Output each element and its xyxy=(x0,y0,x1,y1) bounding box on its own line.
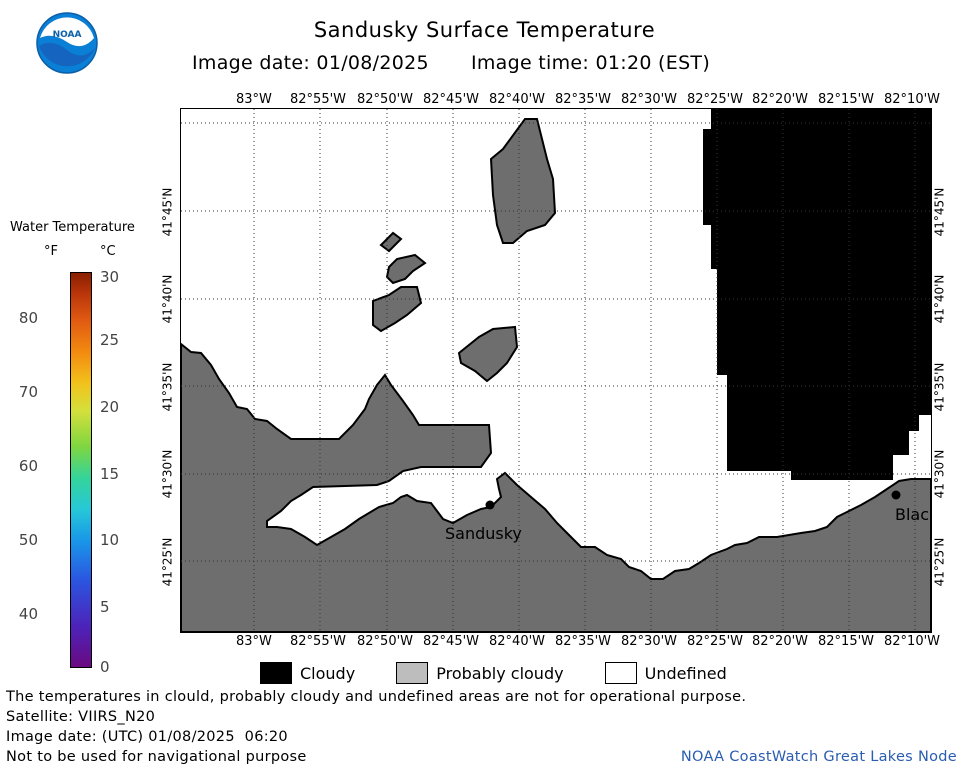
lat-label-left: 41°30'N xyxy=(160,449,175,499)
legend-swatch-cloudy xyxy=(260,662,292,684)
lon-label-top: 82°20'W xyxy=(752,92,809,107)
lat-label-right: 41°45'N xyxy=(932,187,947,237)
tick-f-70: 70 xyxy=(18,383,38,401)
island-small-1 xyxy=(379,231,403,253)
tick-c-15: 15 xyxy=(100,465,120,483)
city-label-sandusky: Sandusky xyxy=(445,524,522,543)
tick-f-40: 40 xyxy=(18,605,38,623)
lon-label-top: 82°30'W xyxy=(621,92,678,107)
lon-label-bottom: 82°25'W xyxy=(687,634,744,649)
tick-f-80: 80 xyxy=(18,309,38,327)
lon-label-bottom: 82°50'W xyxy=(357,634,414,649)
lon-label-bottom: 82°15'W xyxy=(818,634,875,649)
lon-label-top: 82°50'W xyxy=(357,92,414,107)
map-legend: Cloudy Probably cloudy Undefined xyxy=(260,662,763,684)
lon-label-top: 82°25'W xyxy=(687,92,744,107)
tick-f-50: 50 xyxy=(18,531,38,549)
tick-c-25: 25 xyxy=(100,331,120,349)
image-date: Image date: 01/08/2025 xyxy=(192,52,429,74)
lat-label-right: 41°35'N xyxy=(932,362,947,412)
image-time: Image time: 01:20 (EST) xyxy=(470,52,711,74)
noaa-logo-icon: NOAA xyxy=(36,12,98,74)
temperature-colorbar xyxy=(70,272,92,668)
lon-label-top: 82°35'W xyxy=(555,92,612,107)
tick-c-0: 0 xyxy=(100,658,110,676)
land-mainland xyxy=(181,342,931,632)
lon-label-top: 82°45'W xyxy=(423,92,480,107)
lon-label-bottom: 83°W xyxy=(236,634,272,649)
lon-label-bottom: 82°45'W xyxy=(423,634,480,649)
footer-utc-date: Image date: (UTC) 01/08/2025 06:20 xyxy=(6,729,288,745)
legend-label-cloudy: Cloudy xyxy=(300,663,356,683)
lon-label-bottom: 82°55'W xyxy=(290,634,347,649)
lat-label-left: 41°25'N xyxy=(160,537,175,587)
lon-label-bottom: 82°40'W xyxy=(489,634,546,649)
lat-label-right: 41°30'N xyxy=(932,449,947,499)
island-bass xyxy=(457,325,519,383)
surface-temperature-map xyxy=(180,108,932,633)
island-pelee xyxy=(489,118,557,244)
lat-label-right: 41°40'N xyxy=(932,274,947,324)
lon-label-top: 82°10'W xyxy=(884,92,941,107)
lat-label-right: 41°25'N xyxy=(932,537,947,587)
graticule xyxy=(181,109,931,632)
tick-c-20: 20 xyxy=(100,398,120,416)
island-small-2 xyxy=(385,253,427,285)
map-title: Sandusky Surface Temperature xyxy=(313,18,656,42)
lon-label-bottom: 82°20'W xyxy=(752,634,809,649)
lon-label-top: 83°W xyxy=(236,92,272,107)
city-marker-sandusky xyxy=(485,500,495,510)
island-kelleys xyxy=(372,286,423,333)
legend-label-undefined: Undefined xyxy=(644,663,727,683)
footer-disclaimer: The temperatures in clould, probably clo… xyxy=(6,689,747,705)
lon-label-top: 82°40'W xyxy=(489,92,546,107)
tick-c-10: 10 xyxy=(100,531,120,549)
tick-c-5: 5 xyxy=(100,598,110,616)
tick-c-30: 30 xyxy=(100,268,120,286)
footer-navigation-warning: Not to be used for navigational purpose xyxy=(6,749,307,765)
legend-swatch-undefined xyxy=(604,662,637,684)
logo-text: NOAA xyxy=(53,30,82,40)
footer-credit: NOAA CoastWatch Great Lakes Node xyxy=(680,749,957,765)
lon-label-top: 82°15'W xyxy=(818,92,875,107)
lon-label-bottom: 82°35'W xyxy=(555,634,612,649)
lat-label-left: 41°35'N xyxy=(160,362,175,412)
lon-label-bottom: 82°30'W xyxy=(621,634,678,649)
legend-swatch-probably-cloudy xyxy=(396,662,429,684)
lat-label-left: 41°45'N xyxy=(160,187,175,237)
legend-title: Water Temperature xyxy=(10,220,135,235)
legend-label-probably-cloudy: Probably cloudy xyxy=(436,663,564,683)
cloudy-region xyxy=(703,109,931,480)
lon-label-bottom: 82°10'W xyxy=(884,634,941,649)
lat-label-left: 41°40'N xyxy=(160,274,175,324)
tick-f-60: 60 xyxy=(18,457,38,475)
city-label-blac: Blac xyxy=(895,505,929,524)
image-datetime: Image date: 01/08/2025 Image time: 01:20 … xyxy=(192,52,752,74)
unit-celsius: °C xyxy=(100,244,116,259)
footer-satellite: Satellite: VIIRS_N20 xyxy=(6,709,156,725)
unit-fahrenheit: °F xyxy=(44,244,58,259)
city-marker-blac xyxy=(891,490,901,500)
lon-label-top: 82°55'W xyxy=(290,92,347,107)
